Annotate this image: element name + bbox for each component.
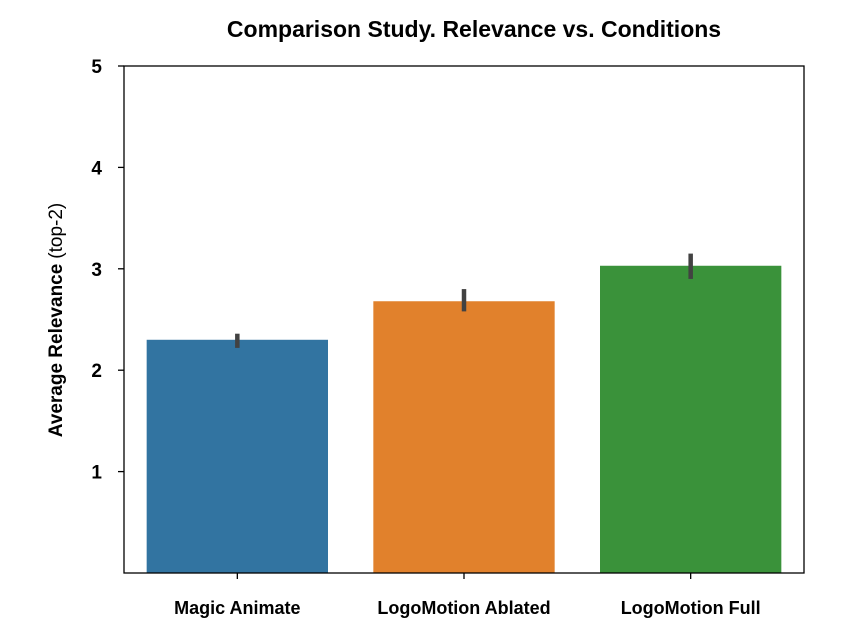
bar-logomotion-full [600,265,782,573]
y-tick-label: 4 [91,158,102,179]
chart-title: Comparison Study. Relevance vs. Conditio… [227,16,721,42]
y-tick-label: 5 [91,57,102,78]
y-tick-label: 3 [91,260,102,281]
y-axis-label: Average Relevance (top-2) [46,203,67,438]
x-tick-label: LogoMotion Full [621,598,761,618]
bar-magic-animate [146,339,328,573]
bar-logomotion-ablated [373,301,555,573]
y-axis-label-main: Average Relevance [46,264,67,438]
y-axis-label-suffix: (top-2) [46,203,67,259]
y-tick-label: 2 [91,361,102,382]
x-tick-label: LogoMotion Ablated [377,598,550,618]
y-tick-label: 1 [91,463,102,484]
x-tick-label: Magic Animate [174,598,300,618]
